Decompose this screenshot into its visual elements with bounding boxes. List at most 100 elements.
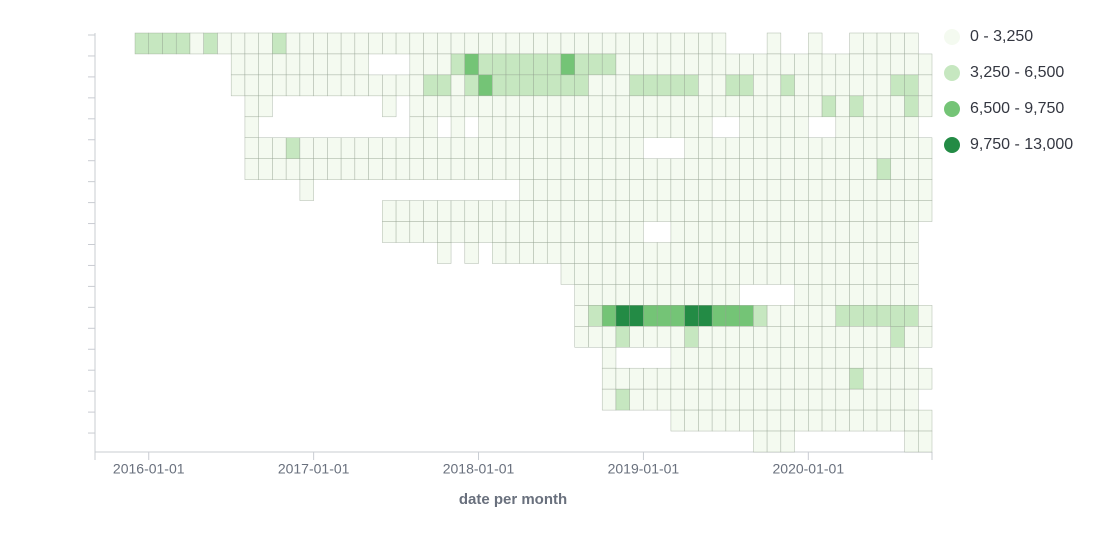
- heatmap-cell: [327, 53, 342, 76]
- heatmap-cell: [835, 409, 850, 432]
- heatmap-cell: [423, 200, 438, 222]
- heatmap-cell: [863, 284, 878, 306]
- heatmap-cell: [533, 53, 548, 76]
- heatmap-cell: [505, 74, 521, 97]
- heatmap-cell: [519, 53, 534, 76]
- heatmap-cell: [766, 388, 782, 411]
- heatmap-cell: [203, 32, 218, 55]
- heatmap-cell: [285, 158, 301, 180]
- heatmap-cell: [863, 263, 878, 285]
- heatmap-cell: [478, 158, 493, 180]
- legend-label: 3,250 - 6,500: [970, 64, 1064, 81]
- heatmap-cell: [519, 200, 534, 222]
- heatmap-cell: [615, 284, 630, 306]
- heatmap-cell: [588, 179, 603, 201]
- heatmap-cell: [753, 242, 768, 264]
- heatmap-cell: [739, 95, 754, 118]
- heatmap-cell: [258, 158, 273, 180]
- x-tick-label: 2017-01-01: [278, 461, 350, 477]
- heatmap-cell: [272, 53, 287, 76]
- heatmap-cell: [244, 158, 259, 180]
- heatmap-cell: [684, 242, 699, 264]
- heatmap-cell: [519, 95, 534, 118]
- heatmap-cell: [684, 95, 699, 118]
- heatmap-cell: [629, 367, 644, 390]
- heatmap-cell: [546, 32, 562, 55]
- heatmap-cell: [794, 137, 809, 159]
- heatmap-cell: [450, 95, 466, 118]
- heatmap-cell: [601, 32, 617, 55]
- heatmap-cell: [698, 409, 713, 432]
- heatmap-cell: [656, 263, 672, 285]
- heatmap-cell: [739, 347, 754, 369]
- heatmap-cell: [753, 116, 768, 139]
- heatmap-cell: [285, 137, 301, 159]
- heatmap-cell: [918, 367, 933, 390]
- heatmap-cell: [753, 74, 768, 97]
- heatmap-cell: [450, 221, 466, 243]
- heatmap-cell: [588, 74, 603, 97]
- heatmap-cell: [340, 74, 356, 97]
- heatmap-cell: [368, 158, 383, 180]
- heatmap-cell: [643, 53, 658, 76]
- heatmap-cell: [505, 158, 521, 180]
- heatmap-cell: [711, 137, 727, 159]
- heatmap-cell: [725, 74, 740, 97]
- heatmap-cell: [601, 53, 617, 76]
- heatmap-cell: [780, 409, 795, 432]
- heatmap-cell: [739, 367, 754, 390]
- heatmap-cell: [615, 200, 630, 222]
- heatmap-cell: [327, 32, 342, 55]
- heatmap-cell: [478, 137, 493, 159]
- heatmap-cell: [698, 388, 713, 411]
- heatmap-cell: [588, 95, 603, 118]
- heatmap-cell: [423, 74, 438, 97]
- heatmap-cell: [395, 137, 411, 159]
- heatmap-cell: [766, 263, 782, 285]
- heatmap-cell: [340, 137, 356, 159]
- heatmap-cell: [615, 158, 630, 180]
- heatmap-cell: [285, 32, 301, 55]
- heatmap-cell: [711, 158, 727, 180]
- heatmap-cell: [478, 32, 493, 55]
- heatmap-cell: [464, 74, 479, 97]
- heatmap-cell: [588, 32, 603, 55]
- heatmap-cell: [904, 263, 919, 285]
- heatmap-cell: [395, 32, 411, 55]
- heatmap-cell: [601, 263, 617, 285]
- heatmap-cell: [313, 53, 328, 76]
- heatmap-cell: [808, 409, 823, 432]
- heatmap-cell: [643, 305, 658, 327]
- heatmap-cell: [354, 32, 369, 55]
- heatmap-cell: [780, 430, 795, 453]
- heatmap-cell: [780, 305, 795, 327]
- heatmap-cell: [890, 347, 905, 369]
- heatmap-cell: [890, 95, 905, 118]
- heatmap-cell: [890, 284, 905, 306]
- heatmap-cell: [519, 179, 534, 201]
- heatmap-cell: [656, 179, 672, 201]
- heatmap-cell: [258, 53, 273, 76]
- heatmap-cell: [808, 263, 823, 285]
- heatmap-cell: [698, 158, 713, 180]
- heatmap-cell: [794, 179, 809, 201]
- heatmap-cell: [684, 263, 699, 285]
- heatmap-cell: [711, 326, 727, 348]
- heatmap-cell: [766, 116, 782, 139]
- heatmap-cell: [821, 284, 837, 306]
- heatmap-cell: [546, 95, 562, 118]
- heatmap-cell: [533, 242, 548, 264]
- heatmap-cell: [808, 326, 823, 348]
- heatmap-cell: [450, 32, 466, 55]
- heatmap-cell: [780, 388, 795, 411]
- heatmap-cell: [629, 263, 644, 285]
- heatmap-cell: [821, 242, 837, 264]
- heatmap-cell: [601, 347, 617, 369]
- heatmap-cell: [437, 200, 452, 222]
- heatmap-cell: [835, 179, 850, 201]
- heatmap-cell: [437, 158, 452, 180]
- heatmap-cell: [684, 137, 699, 159]
- heatmap-cell: [588, 242, 603, 264]
- heatmap-cell: [670, 179, 685, 201]
